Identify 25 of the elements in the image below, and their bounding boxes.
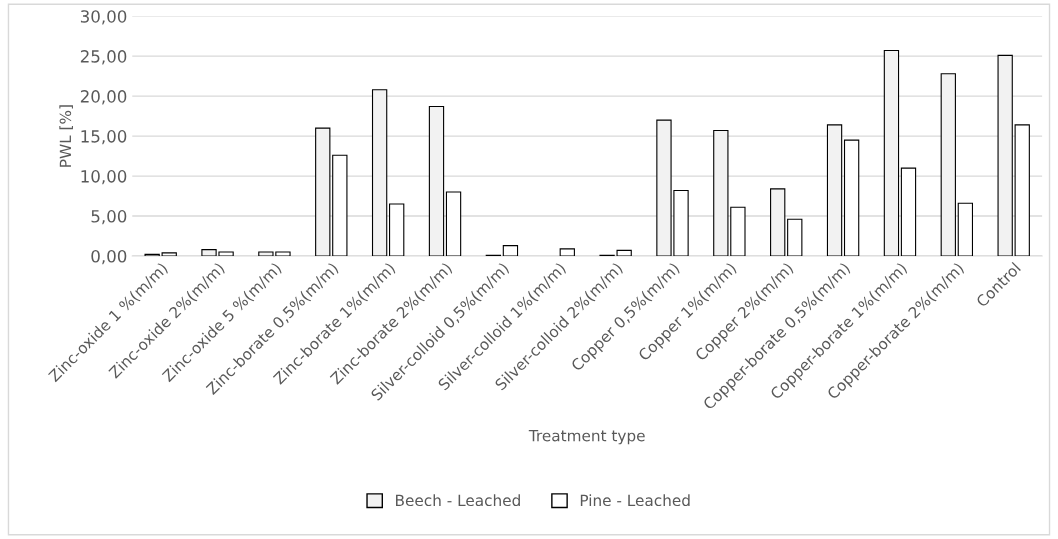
bar xyxy=(787,218,803,257)
y-tick-label: 0,00 xyxy=(91,249,127,265)
bar xyxy=(559,248,575,257)
y-axis-title: PWL [%] xyxy=(59,105,73,167)
bar xyxy=(826,124,843,257)
y-tick-label: 10,00 xyxy=(81,170,127,185)
bar xyxy=(445,191,462,257)
bar xyxy=(940,73,956,257)
bar xyxy=(371,89,388,257)
y-tick-label: 20,00 xyxy=(80,90,127,105)
legend-label: Beech - Leached xyxy=(396,494,520,507)
y-tick-label: 30,00 xyxy=(80,10,127,25)
bar xyxy=(843,139,860,257)
bar xyxy=(770,188,786,257)
y-tick-label: 15,00 xyxy=(81,130,127,145)
bar xyxy=(883,49,900,257)
legend-label: Pine - Leached xyxy=(580,494,690,507)
y-tick-label: 5,00 xyxy=(91,210,127,225)
bar xyxy=(957,202,974,257)
bar xyxy=(900,167,917,257)
bar xyxy=(502,245,519,257)
y-tick-label: 25,00 xyxy=(80,50,127,65)
bar xyxy=(389,203,405,257)
x-axis-title: Treatment type xyxy=(528,430,645,445)
bar xyxy=(428,105,445,257)
